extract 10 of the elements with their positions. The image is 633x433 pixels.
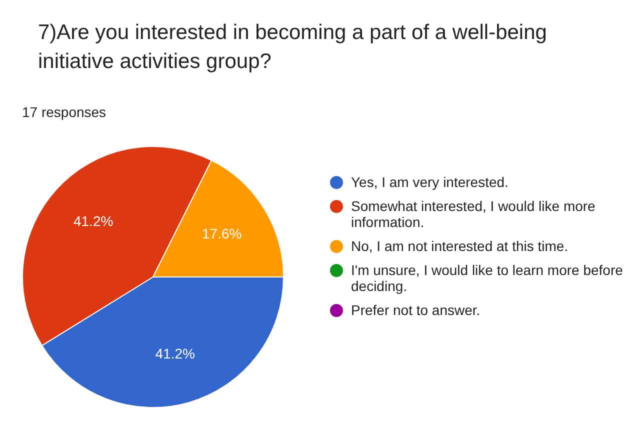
data-label: 41.2% — [73, 213, 114, 230]
legend-label: Yes, I am very interested. — [351, 174, 508, 190]
legend-label: Prefer not to answer. — [351, 302, 480, 318]
legend-label: I'm unsure, I would like to learn more before deciding. — [351, 262, 624, 294]
data-label: 41.2% — [155, 346, 195, 362]
data-label: 17.6% — [202, 225, 242, 242]
chart-title: 7)Are you interested in becoming a part of a well-being initiative activities group? — [38, 20, 548, 75]
legend-label: Somewhat interested, I would like more information. — [351, 198, 596, 230]
chart-subtitle: 17 responses — [22, 104, 106, 120]
legend-label: No, I am not interested at this time. — [351, 238, 568, 254]
